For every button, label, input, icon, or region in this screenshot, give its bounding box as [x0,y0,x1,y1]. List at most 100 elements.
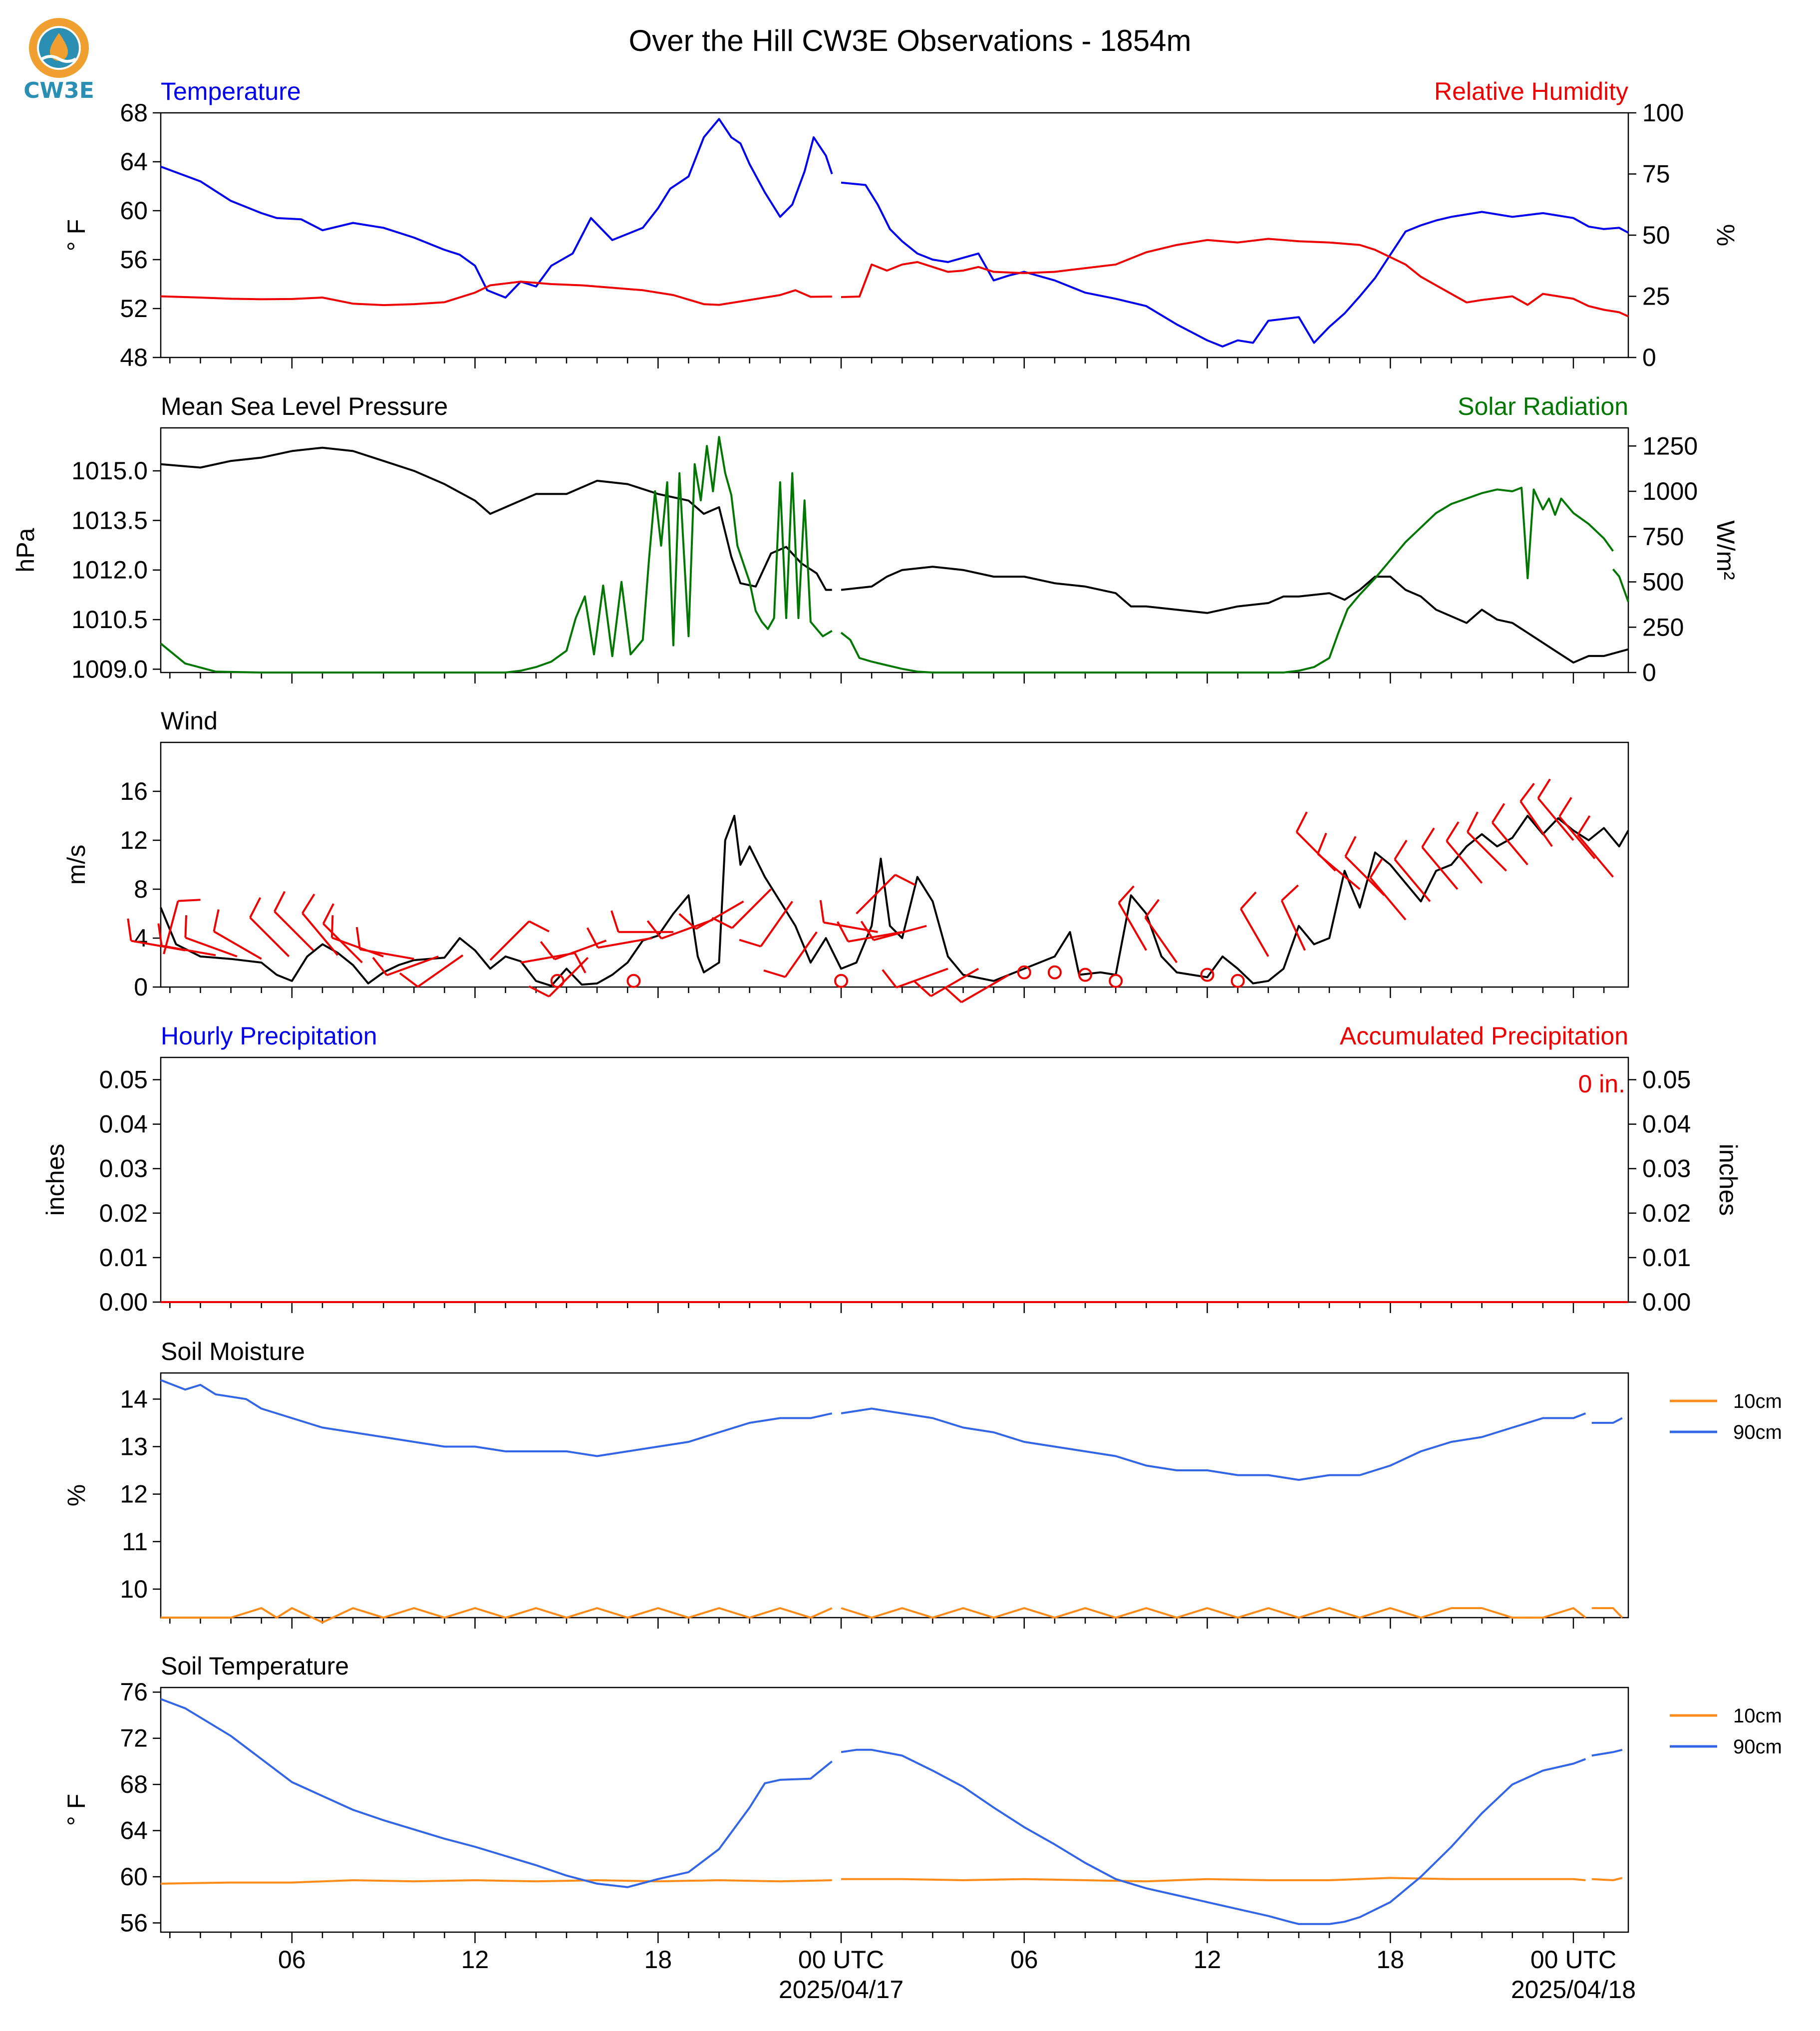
wind-barb-flag [895,874,916,886]
series-line-temperature-1 [841,181,1629,347]
wind-barb [249,917,290,958]
panel-right-title: Relative Humidity [1434,77,1628,105]
panel-right-title: Solar Radiation [1458,392,1628,420]
wind-barb-flag [610,910,619,933]
y2-tick-label: 0.01 [1642,1244,1691,1272]
wind-barb [359,948,414,960]
wind-barb [274,911,314,951]
y-tick-label: 68 [120,99,148,127]
wind-barb-flag [819,900,825,923]
y2-tick-label: 1000 [1642,477,1698,505]
y2-tick-label: 0.02 [1642,1199,1691,1227]
wind-barb [161,945,216,957]
wind-barb-flag [322,903,334,925]
y-tick-label: 48 [120,343,148,371]
wind-barb [185,937,238,958]
x-tick-label: 12 [1194,1946,1221,1974]
panel-right-title: Accumulated Precipitation [1340,1022,1628,1050]
series-line-solar-0 [160,436,833,674]
panel-0: Temperature Relative Humidity 48 52 56 60 64 68… [62,77,1740,371]
wind-barb [1492,822,1528,866]
wind-barb [896,968,948,989]
y2-tick-label: 500 [1642,568,1684,596]
x-date-label: 2025/04/17 [779,1976,904,2004]
y-tick-label: 0.05 [99,1066,148,1094]
panel-2: Wind 0 4 8 12 16 m/s [62,707,1629,1004]
wind-barb [930,968,979,997]
wind-barb [760,901,793,947]
y2-tick-label: 50 [1642,221,1670,249]
wind-barb-flag [944,986,962,1003]
wind-barb [554,940,607,961]
wind-barb [598,937,652,949]
legend-label-90cm: 90cm [1733,1736,1782,1758]
y-tick-label: 1012.0 [71,556,148,584]
wind-barb-flag [1295,811,1308,833]
wind-barb [1369,877,1407,921]
series-line-soil_10cm-1 [841,1607,1586,1619]
wind-barb-flag [1317,832,1327,855]
panel-frame [160,1056,1629,1303]
wind-barb [1421,846,1459,890]
wind-barb-flag [1491,803,1506,823]
panel-3: Hourly Precipitation Accumulated Precipit… [41,1022,1742,1316]
panel-5: Soil Temperature 56 60 64 68 72 76 ° F 06 12 18 00 … [62,1652,1782,2004]
y2-tick-label: 75 [1642,160,1670,188]
x-tick-label: 06 [1010,1946,1038,1974]
panel-left-title: Wind [161,707,218,735]
wind-barb-flag [274,891,286,912]
wind-barb [695,900,744,930]
y-axis-label: hPa [11,528,39,572]
x-tick-label: 00 UTC [798,1946,884,1974]
wind-barb [322,923,363,964]
wind-barb-flag [1144,899,1160,919]
logo-drop-icon [50,33,68,61]
y2-tick-label: 0.04 [1642,1110,1691,1138]
wind-barb-calm [1230,974,1245,988]
wind-barb [1317,853,1361,890]
wind-barb-flag [1446,821,1460,842]
legend-label-90cm: 90cm [1733,1421,1782,1443]
panel-4: Soil Moisture 10 11 12 13 14% 10cm 90cm [62,1338,1782,1629]
y-tick-label: 0.04 [99,1110,148,1138]
wind-barb [960,974,1010,1004]
panel-frame [160,112,1629,358]
panel-frame [160,1687,1629,1933]
wind-barb-calm [1109,974,1123,988]
wind-barb-flag [1344,836,1357,857]
wind-barb-flag [1421,827,1435,848]
y2-tick-label: 1250 [1642,432,1698,460]
wind-barb-flag [127,918,132,941]
logo-outer-ring [29,18,89,78]
series-line-soil_10cm-1 [841,1877,1586,1883]
wind-barb-flag [913,980,932,997]
x-tick-label: 18 [644,1946,672,1974]
wind-barb [1240,908,1269,957]
y-tick-label: 72 [120,1724,148,1752]
y-tick-label: 60 [120,1863,148,1891]
y-tick-label: 1013.5 [71,506,148,534]
y-tick-label: 64 [120,1817,148,1845]
y-tick-label: 68 [120,1770,148,1798]
y-tick-label: 56 [120,246,148,274]
series-line-humidity-0 [160,281,832,307]
series-line-humidity-1 [841,238,1629,318]
panel-frame [160,427,1629,674]
figure-title: Over the Hill CW3E Observations - 1854m [628,24,1191,57]
wind-barb-calm [1017,965,1031,980]
y-tick-label: 64 [120,148,148,176]
wind-barb-flag [837,921,849,942]
wind-barb [1537,797,1574,841]
wind-barb [1394,858,1431,902]
wind-barb-flag [1577,815,1591,836]
wind-barb-flag [213,909,220,932]
y-tick-label: 52 [120,295,148,323]
wind-barb-flag [540,941,556,960]
y-tick-label: 56 [120,1909,148,1937]
wind-barb-flag [646,920,662,940]
wind-barb [386,955,439,977]
y2-tick-label: 0 [1642,343,1656,371]
series-line-soil_90cm-2 [1591,1417,1623,1424]
wind-barb-flag [860,921,875,941]
y-axis-label: % [62,1484,90,1506]
